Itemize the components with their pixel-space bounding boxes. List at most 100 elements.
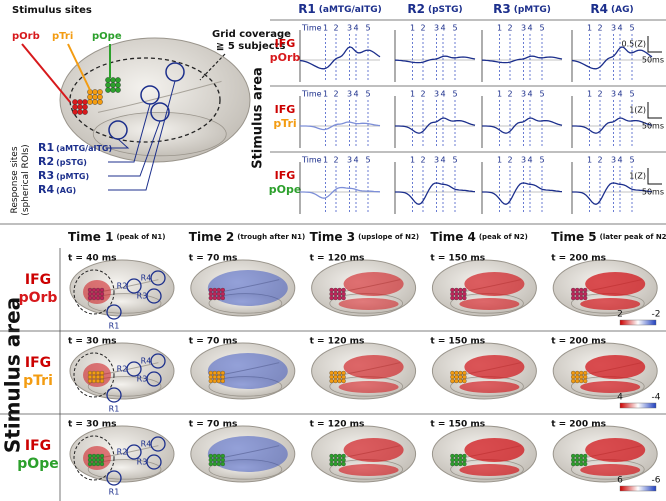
arrow xyxy=(199,53,226,81)
electrode xyxy=(575,453,580,459)
roi-label: R2 xyxy=(117,448,128,457)
time-mark: 4 xyxy=(527,90,532,99)
sulcus xyxy=(97,80,222,113)
time-value: t = 70 ms xyxy=(189,420,238,430)
electrode xyxy=(454,370,459,376)
electrode xyxy=(92,94,98,100)
temporal-lobe xyxy=(208,459,283,480)
time-value: t = 120 ms xyxy=(310,337,365,347)
electrode xyxy=(329,457,334,463)
electrode xyxy=(87,99,93,105)
scale-label: 50ms xyxy=(642,122,664,131)
time-name: Time 3 xyxy=(310,230,355,244)
scale-bar xyxy=(647,168,662,185)
electrode xyxy=(341,461,346,467)
electrode xyxy=(579,291,584,297)
time-mark: 1 xyxy=(497,24,502,33)
activation xyxy=(83,280,111,304)
time-mark: 4 xyxy=(617,90,622,99)
activation xyxy=(207,353,288,389)
label: Response sites xyxy=(10,146,20,213)
column-header: Time 2 (trough after N1) xyxy=(189,230,305,244)
electrode xyxy=(95,461,101,467)
electrode xyxy=(87,453,93,459)
time-mark: 5 xyxy=(629,24,634,33)
time-mark: 1 xyxy=(497,156,502,165)
electrode xyxy=(337,291,342,297)
electrode xyxy=(208,370,213,376)
connector xyxy=(108,80,176,191)
time-mark: 4 xyxy=(353,24,358,33)
electrode xyxy=(87,291,93,297)
time-note: (trough after N1) xyxy=(237,233,305,241)
electrode xyxy=(216,374,221,380)
roi-label: R4 xyxy=(141,440,152,449)
roi-id: R2 xyxy=(407,2,425,16)
activation xyxy=(585,438,646,462)
electrode xyxy=(571,461,576,467)
time-mark: 1 xyxy=(323,156,328,165)
electrode xyxy=(337,295,342,301)
waveform xyxy=(482,117,563,134)
site-label: pOrb xyxy=(12,31,40,42)
electrode xyxy=(91,378,97,384)
electrode xyxy=(87,378,93,384)
row-label: pTri xyxy=(273,117,296,130)
electrode xyxy=(454,374,459,380)
roi-id: R4 xyxy=(38,183,54,196)
waveform xyxy=(482,55,563,64)
electrode xyxy=(87,295,93,301)
electrode xyxy=(454,291,459,297)
electrode xyxy=(95,287,101,293)
column-header: R1 (aMTG/aITG) xyxy=(298,2,382,16)
electrode xyxy=(91,374,97,380)
electrode xyxy=(575,374,580,380)
electrode xyxy=(450,374,455,380)
electrode xyxy=(575,291,580,297)
roi-label: R4 xyxy=(141,357,152,366)
electrode xyxy=(220,457,225,463)
electrode xyxy=(341,378,346,384)
time-value: t = 30 ms xyxy=(68,337,117,347)
roi xyxy=(126,361,142,377)
waveform xyxy=(395,182,476,205)
roi-id: R3 xyxy=(493,2,511,16)
electrode xyxy=(333,461,338,467)
row-label: IFG xyxy=(275,37,296,50)
time-mark: 3 xyxy=(611,24,616,33)
electrode xyxy=(462,287,467,293)
electrode xyxy=(216,295,221,301)
time-mark: 1 xyxy=(497,90,502,99)
label: ≧ 5 subjects xyxy=(216,41,285,52)
colorbar-label: -6 xyxy=(652,476,661,486)
electrode xyxy=(454,378,459,384)
electrode xyxy=(95,374,101,380)
time-note: (upslope of N2) xyxy=(358,233,419,241)
electrode xyxy=(216,291,221,297)
electrode xyxy=(115,87,121,93)
electrode xyxy=(212,453,217,459)
electrode xyxy=(462,453,467,459)
temporal-lobe xyxy=(208,376,283,397)
electrode xyxy=(579,461,584,467)
roi xyxy=(106,387,122,403)
roi-region: (pMTG) xyxy=(514,5,551,15)
time-value: t = 30 ms xyxy=(68,420,117,430)
time-mark: 5 xyxy=(452,156,457,165)
time-mark: 3 xyxy=(434,90,439,99)
electrode xyxy=(458,291,463,297)
roi xyxy=(106,304,122,320)
roi-label: R4 xyxy=(141,274,152,283)
site-label: pOpe xyxy=(92,31,122,42)
time-mark: 5 xyxy=(539,24,544,33)
electrode xyxy=(341,374,346,380)
electrode xyxy=(583,370,588,376)
electrode xyxy=(110,77,116,83)
electrode xyxy=(454,295,459,301)
electrode xyxy=(220,461,225,467)
time-mark: 4 xyxy=(527,24,532,33)
electrode xyxy=(72,104,78,110)
electrode xyxy=(97,99,103,105)
electrode xyxy=(220,295,225,301)
electrode xyxy=(95,457,101,463)
